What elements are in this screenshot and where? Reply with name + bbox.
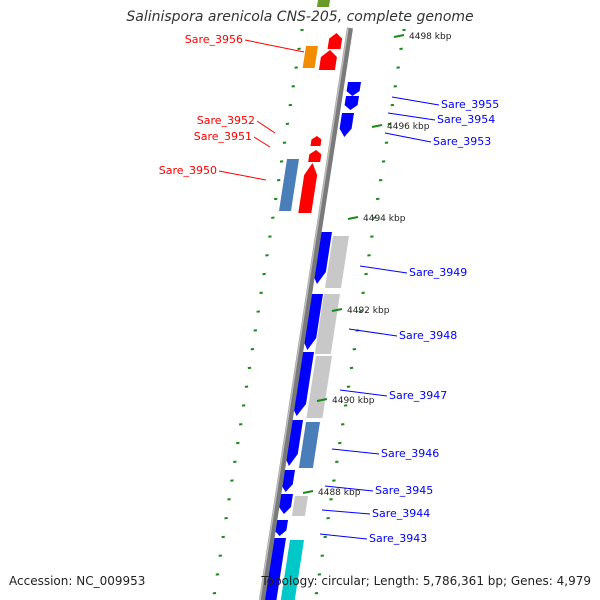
map-title: Salinispora arenicola CNS-205, complete …	[126, 9, 474, 25]
gene-arrow-forward	[327, 33, 343, 49]
gene-leader-line	[256, 120, 276, 134]
scale-tick-mark	[316, 398, 328, 402]
gene-label: Sare_3949	[409, 266, 467, 279]
gene-leader-line	[339, 389, 388, 397]
gene-arrow-forward	[310, 136, 322, 146]
gene-box-gray	[314, 294, 340, 354]
gene-leader-line	[324, 485, 374, 492]
gene-label: Sare_3955	[441, 98, 499, 111]
gene-label: Sare_3945	[375, 484, 433, 497]
scale-tick-mark	[371, 124, 383, 128]
gene-arrow-forward	[308, 150, 322, 162]
gene-leader-line	[331, 448, 380, 455]
gene-label: Sare_3954	[437, 113, 495, 126]
gene-box-orange	[302, 46, 318, 68]
gene-arrow-reverse	[278, 494, 293, 514]
outer-tick-dots	[212, 28, 406, 595]
gene-box-cyan	[280, 540, 304, 600]
gene-box-gray	[306, 356, 332, 418]
gene-leader-line	[359, 265, 408, 274]
gene-leader-line	[244, 39, 305, 53]
scale-tick-label: 4492 kbp	[347, 306, 390, 316]
topology-summary-text: Topology: circular; Length: 5,786,361 bp…	[261, 574, 591, 588]
gene-arrow-reverse	[339, 113, 354, 137]
gene-label: Sare_3956	[185, 33, 243, 46]
gene-box-gray	[291, 496, 308, 516]
gene-leader-line	[384, 132, 432, 143]
accession-text: Accession: NC_009953	[9, 574, 146, 588]
scale-tick-label: 4494 kbp	[363, 214, 406, 224]
gene-arrow-reverse	[280, 470, 295, 492]
gene-box-green	[316, 0, 330, 7]
gene-arrow-forward	[318, 50, 337, 70]
gene-box-gray	[324, 236, 349, 288]
gene-arrow-reverse	[346, 82, 361, 96]
scale-tick-mark	[302, 490, 314, 494]
gene-label: Sare_3943	[369, 532, 427, 545]
gene-labels: Sare_3956 Sare_3952 Sare_3951 Sare_3950 Sare…	[159, 33, 500, 545]
gene-leader-line	[319, 533, 368, 540]
gene-label: Sare_3950	[159, 164, 217, 177]
gene-leader-line	[387, 112, 436, 121]
gene-label: Sare_3953	[433, 135, 491, 148]
scale-tick-label: 4498 kbp	[409, 32, 452, 42]
scale-tick-mark	[393, 34, 405, 38]
gene-label: Sare_3946	[381, 447, 439, 460]
scale-ticks: 4498 kbp 4496 kbp 4494 kbp 4492 kbp 4490 kbp…	[302, 32, 452, 498]
scale-tick-label: 4490 kbp	[332, 396, 375, 406]
scale-tick-label: 4488 kbp	[318, 488, 361, 498]
gene-box-reverse	[262, 538, 286, 600]
gene-leader-line	[391, 96, 440, 106]
gene-leader-line	[321, 509, 371, 515]
backbone-highlight	[259, 27, 349, 600]
gene-leader-line	[348, 328, 398, 337]
genome-backbone	[259, 27, 353, 600]
gene-label: Sare_3952	[197, 114, 255, 127]
gene-box-steelblue	[298, 422, 320, 468]
gene-label: Sare_3948	[399, 329, 457, 342]
gene-arrow-reverse	[274, 520, 288, 536]
gene-arrow-reverse	[344, 96, 359, 110]
gene-box-steelblue	[278, 159, 299, 211]
gene-label: Sare_3944	[372, 507, 430, 520]
gene-label: Sare_3951	[194, 130, 252, 143]
scale-tick-mark	[347, 216, 359, 220]
backbone-line	[259, 27, 353, 600]
gene-label: Sare_3947	[389, 389, 447, 402]
scale-tick-label: 4496 kbp	[387, 122, 430, 132]
gene-arrow-forward	[298, 163, 318, 213]
scale-tick-mark	[331, 308, 343, 312]
gene-leader-line	[253, 136, 271, 148]
gene-leader-line	[218, 170, 267, 181]
